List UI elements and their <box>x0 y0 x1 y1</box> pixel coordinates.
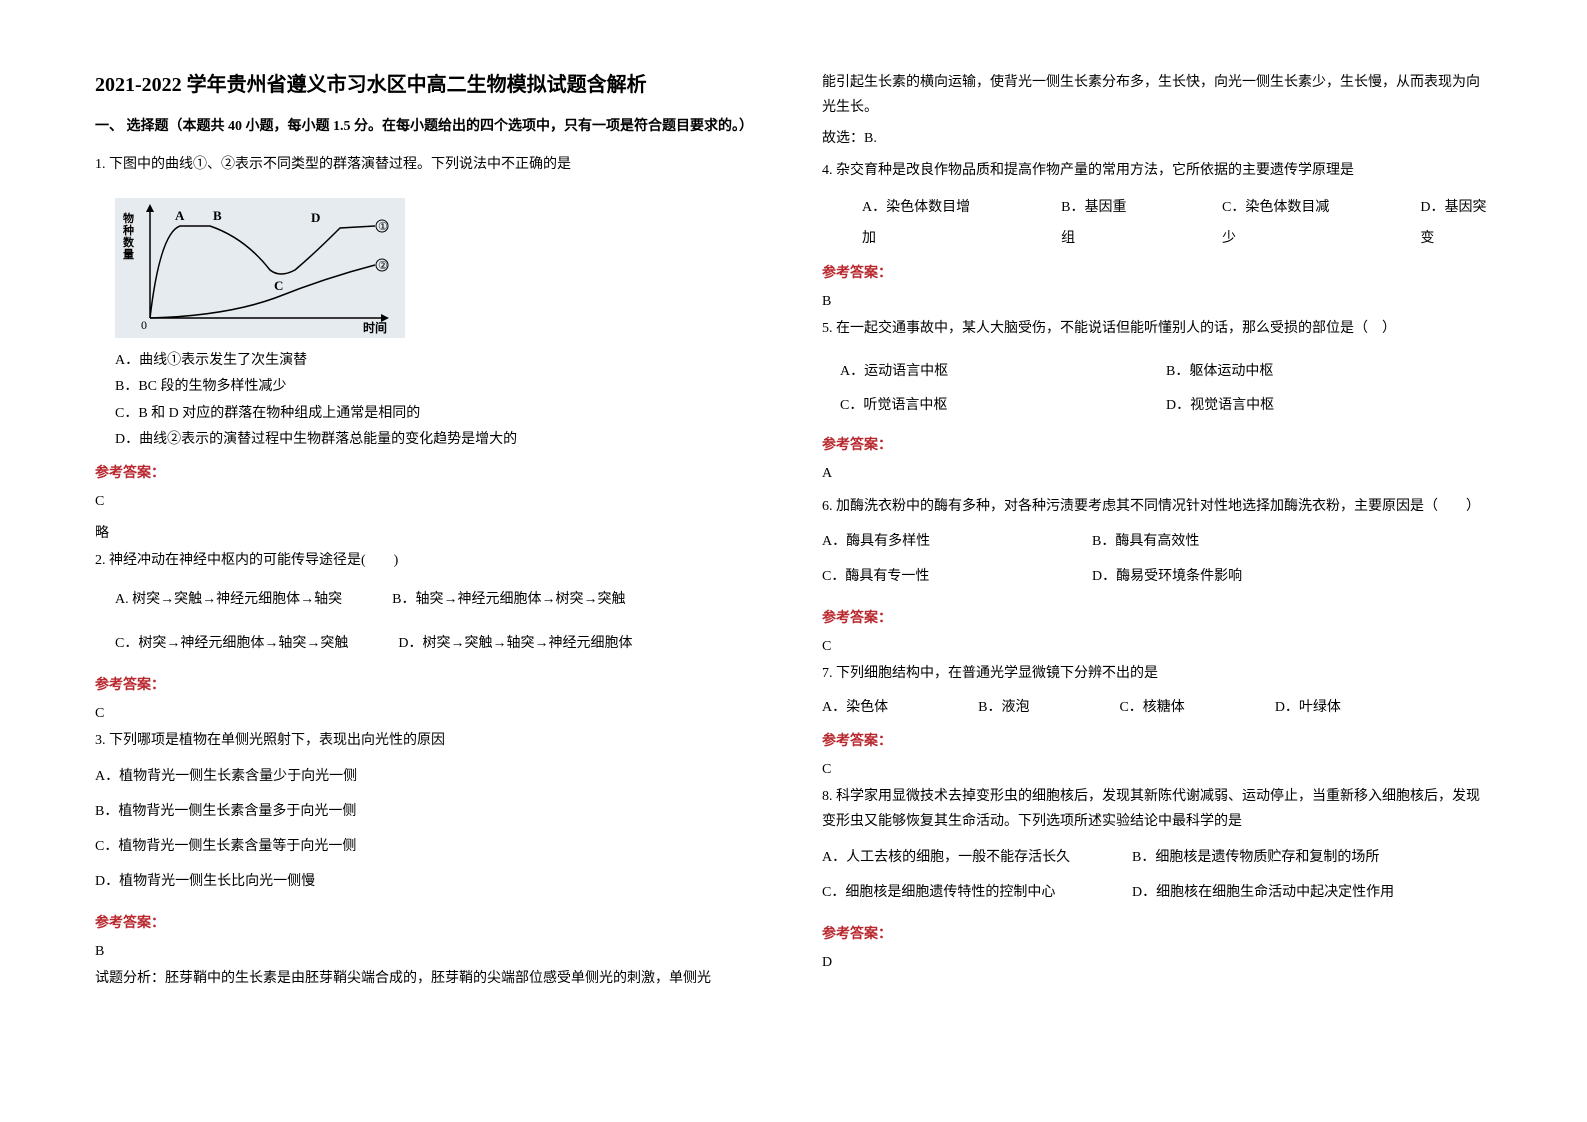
y-label-4: 量 <box>123 248 134 261</box>
q8-opt-d: D．细胞核在细胞生命活动中起决定性作用 <box>1132 880 1394 905</box>
q1-text: 1. 下图中的曲线①、②表示不同类型的群落演替过程。下列说法中不正确的是 <box>95 152 762 177</box>
q5-opt-a: A．运动语言中枢 <box>840 360 1166 380</box>
q7-opt-b: B．液泡 <box>978 696 1029 716</box>
q3-opt-c: C．植物背光一侧生长素含量等于向光一侧 <box>95 834 762 859</box>
q6-opt-a: A．酶具有多样性 <box>822 529 1092 554</box>
q6-answer: C <box>822 639 1492 655</box>
y-label-2: 种 <box>122 223 134 237</box>
q7-answer-label: 参考答案： <box>822 730 1492 750</box>
q2-options-row2: C．树突→神经元细胞体→轴突→突触 D．树突→突触→轴突→神经元细胞体 <box>95 627 762 661</box>
right-column: 能引起生长素的横向运输，使背光一侧生长素分布多，生长快，向光一侧生长素少，生长慢… <box>822 70 1492 1052</box>
x-label: 时间 <box>363 320 387 335</box>
q6-opt-d: D．酶易受环境条件影响 <box>1092 564 1242 589</box>
q1-answer-label: 参考答案： <box>95 462 762 482</box>
q8-row1: A．人工去核的细胞，一般不能存活长久 B．细胞核是遗传物质贮存和复制的场所 <box>822 845 1492 880</box>
q4-text: 4. 杂交育种是改良作物品质和提高作物产量的常用方法，它所依据的主要遗传学原理是 <box>822 158 1492 183</box>
left-column: 2021-2022 学年贵州省遵义市习水区中高二生物模拟试题含解析 一、 选择题… <box>95 70 762 1052</box>
q1-opt-a: A．曲线①表示发生了次生演替 <box>115 348 762 375</box>
marker-c: C <box>274 278 283 293</box>
q4-answer: B <box>822 294 1492 310</box>
q3-explanation-2: 能引起生长素的横向运输，使背光一侧生长素分布多，生长快，向光一侧生长素少，生长慢… <box>822 70 1492 120</box>
q2-text: 2. 神经冲动在神经中枢内的可能传导途径是( ) <box>95 548 762 573</box>
q8-row2: C．细胞核是细胞遗传特性的控制中心 D．细胞核在细胞生命活动中起决定性作用 <box>822 880 1492 915</box>
q6-answer-label: 参考答案： <box>822 607 1492 627</box>
q7-answer: C <box>822 762 1492 778</box>
q3-opt-a: A．植物背光一侧生长素含量少于向光一侧 <box>95 764 762 789</box>
q6-text: 6. 加酶洗衣粉中的酶有多种，对各种污渍要考虑其不同情况针对性地选择加酶洗衣粉，… <box>822 494 1492 519</box>
q5-answer: A <box>822 466 1492 482</box>
q7-text: 7. 下列细胞结构中，在普通光学显微镜下分辨不出的是 <box>822 661 1492 686</box>
q2-answer-label: 参考答案： <box>95 674 762 694</box>
q4-opt-c: C．染色体数目减少 <box>1222 193 1330 255</box>
q5-opt-d: D．视觉语言中枢 <box>1166 394 1492 414</box>
q8-answer: D <box>822 955 1492 971</box>
q5-text: 5. 在一起交通事故中，某人大脑受伤，不能说话但能听懂别人的话，那么受损的部位是… <box>822 316 1492 341</box>
q6-options: A．酶具有多样性 B．酶具有高效性 C．酶具有专一性 D．酶易受环境条件影响 <box>822 529 1492 599</box>
chart-svg: 物 种 数 量 时间 0 A B C D ① ② <box>115 198 405 338</box>
q2-answer: C <box>95 706 762 722</box>
q2-opt-a: A. 树突→突触→神经元细胞体→轴突 <box>115 583 342 617</box>
q3-explanation-1: 试题分析：胚芽鞘中的生长素是由胚芽鞘尖端合成的，胚芽鞘的尖端部位感受单侧光的刺激… <box>95 966 762 991</box>
q1-chart: 物 种 数 量 时间 0 A B C D ① ② <box>115 198 762 338</box>
q5-row1: A．运动语言中枢 B．躯体运动中枢 <box>840 360 1492 380</box>
q8-opt-b: B．细胞核是遗传物质贮存和复制的场所 <box>1132 845 1379 870</box>
q2-opt-c: C．树突→神经元细胞体→轴突→突触 <box>115 627 348 661</box>
q5-opt-c: C．听觉语言中枢 <box>840 394 1166 414</box>
q3-opt-d: D．植物背光一侧生长比向光一侧慢 <box>95 869 762 894</box>
q2-opt-b: B．轴突→神经元细胞体→树突→突触 <box>392 583 625 617</box>
q3-opt-b: B．植物背光一侧生长素含量多于向光一侧 <box>95 799 762 824</box>
q8-opt-a: A．人工去核的细胞，一般不能存活长久 <box>822 845 1132 870</box>
q7-opt-c: C．核糖体 <box>1119 696 1184 716</box>
q6-opt-b: B．酶具有高效性 <box>1092 529 1199 554</box>
q4-options: A．染色体数目增加 B．基因重组 C．染色体数目减少 D．基因突变 <box>862 193 1492 255</box>
q1-answer: C <box>95 494 762 510</box>
q6-row2: C．酶具有专一性 D．酶易受环境条件影响 <box>822 564 1492 599</box>
curve2-label: ② <box>378 260 388 272</box>
q5-answer-label: 参考答案： <box>822 434 1492 454</box>
q1-opt-d: D．曲线②表示的演替过程中生物群落总能量的变化趋势是增大的 <box>115 427 762 454</box>
q8-opt-c: C．细胞核是细胞遗传特性的控制中心 <box>822 880 1132 905</box>
q4-opt-d: D．基因突变 <box>1420 193 1492 255</box>
q7-opt-d: D．叶绿体 <box>1275 696 1341 716</box>
q5-row2: C．听觉语言中枢 D．视觉语言中枢 <box>840 394 1492 414</box>
exam-title: 2021-2022 学年贵州省遵义市习水区中高二生物模拟试题含解析 <box>95 70 762 100</box>
q5-options: A．运动语言中枢 B．躯体运动中枢 C．听觉语言中枢 D．视觉语言中枢 <box>840 360 1492 414</box>
q6-row1: A．酶具有多样性 B．酶具有高效性 <box>822 529 1492 564</box>
curve1-label: ① <box>378 221 388 233</box>
q7-opt-a: A．染色体 <box>822 696 888 716</box>
q4-opt-b: B．基因重组 <box>1061 193 1132 255</box>
q3-answer-label: 参考答案： <box>95 912 762 932</box>
y-label-3: 数 <box>123 235 135 249</box>
marker-a: A <box>175 208 185 223</box>
q4-answer-label: 参考答案： <box>822 262 1492 282</box>
q3-text: 3. 下列哪项是植物在单侧光照射下，表现出向光性的原因 <box>95 728 762 753</box>
q7-options: A．染色体 B．液泡 C．核糖体 D．叶绿体 <box>822 696 1492 716</box>
q3-explanation-3: 故选：B. <box>822 126 1492 151</box>
q8-answer-label: 参考答案： <box>822 923 1492 943</box>
marker-b: B <box>213 208 222 223</box>
q5-opt-b: B．躯体运动中枢 <box>1166 360 1492 380</box>
y-label-1: 物 <box>123 211 134 225</box>
q2-options-row1: A. 树突→突触→神经元细胞体→轴突 B．轴突→神经元细胞体→树突→突触 <box>95 583 762 617</box>
q8-text: 8. 科学家用显微技术去掉变形虫的细胞核后，发现其新陈代谢减弱、运动停止，当重新… <box>822 784 1492 834</box>
q1-opt-c: C．B 和 D 对应的群落在物种组成上通常是相同的 <box>115 401 762 428</box>
q4-opt-a: A．染色体数目增加 <box>862 193 971 255</box>
marker-d: D <box>311 210 320 225</box>
q1-opt-b: B．BC 段的生物多样性减少 <box>115 374 762 401</box>
q2-opt-d: D．树突→突触→轴突→神经元细胞体 <box>398 627 632 661</box>
q1-note: 略 <box>95 522 762 542</box>
origin-label: 0 <box>141 318 147 332</box>
section-header: 一、 选择题（本题共 40 小题，每小题 1.5 分。在每小题给出的四个选项中，… <box>95 116 762 138</box>
q3-answer: B <box>95 944 762 960</box>
q6-opt-c: C．酶具有专一性 <box>822 564 1092 589</box>
